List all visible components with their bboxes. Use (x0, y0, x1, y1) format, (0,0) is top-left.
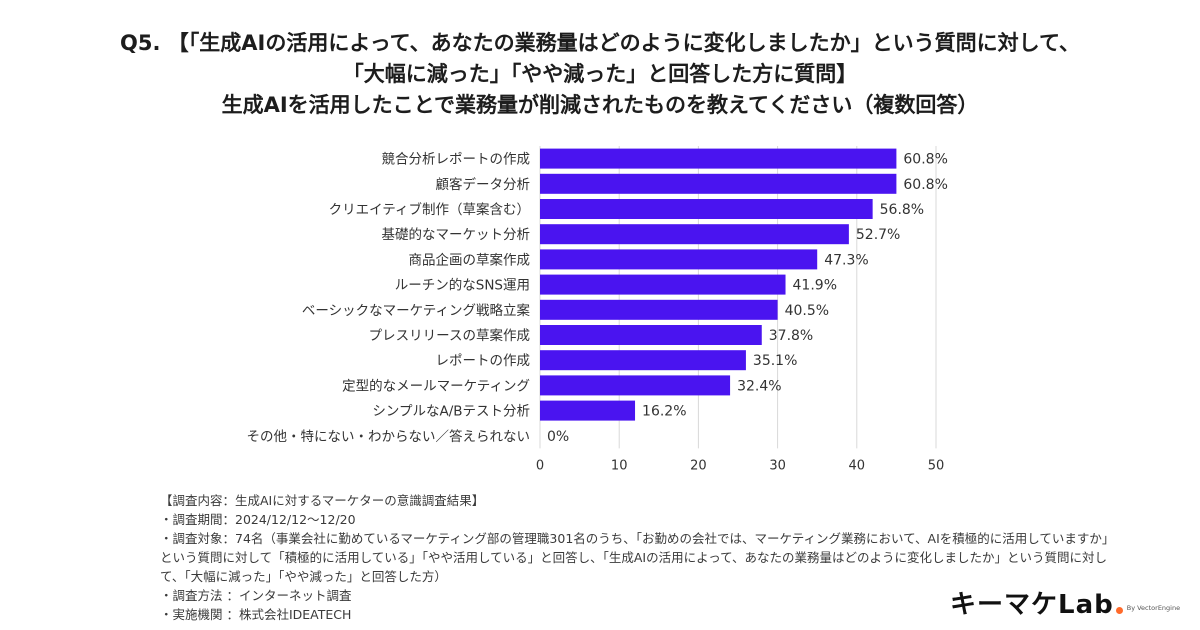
notes-line-content: 【調査内容：生成AIに対するマーケターの意識調査結果】 (160, 493, 485, 508)
notes-line-period: ・調査期間：2024/12/12〜12/20 (160, 512, 356, 527)
bar-4 (540, 249, 818, 270)
category-label-10: シンプルなA/Bテスト分析 (372, 404, 530, 420)
category-label-3: 基礎的なマーケット分析 (382, 226, 531, 243)
value-label-7: 37.8% (769, 328, 813, 344)
bar-2 (540, 199, 873, 219)
value-label-11: 0% (547, 429, 569, 445)
bar-6 (540, 299, 778, 320)
title-line-1: Q5. 【「生成AIの活用によって、あなたの業務量はどのように変化しましたか」と… (120, 31, 1080, 55)
category-label-6: ベーシックなマーケティング戦略立案 (302, 302, 531, 319)
category-label-11: その他・特にない・わからない／答えられない (247, 428, 531, 445)
value-label-5: 41.9% (793, 278, 837, 294)
logo-sub-text: By VectorEngine (1126, 604, 1181, 612)
chart-title: Q5. 【「生成AIの活用によって、あなたの業務量はどのように変化しましたか」と… (40, 28, 1160, 121)
notes-line-org: ・実施機関 ：株式会社IDEATECH (160, 607, 352, 622)
bar-5 (540, 274, 786, 295)
x-tick-label-4: 40 (849, 458, 866, 473)
x-tick-label-0: 0 (536, 458, 544, 473)
category-label-2: クリエイティブ制作（草案含む） (329, 201, 530, 218)
bar-3 (540, 224, 849, 245)
value-label-9: 32.4% (737, 378, 781, 394)
category-label-9: 定型的なメールマーケティング (342, 378, 530, 394)
value-label-1: 60.8% (903, 177, 947, 193)
bar-10 (540, 400, 636, 421)
value-label-0: 60.8% (903, 152, 947, 168)
value-label-6: 40.5% (785, 303, 829, 319)
category-label-8: レポートの作成 (436, 353, 531, 369)
category-label-5: ルーチン的なSNS運用 (395, 278, 530, 294)
bar-0 (540, 148, 897, 169)
category-label-0: 競合分析レポートの作成 (382, 152, 531, 168)
logo-dot-icon (1115, 607, 1123, 614)
value-label-2: 56.8% (880, 202, 924, 218)
value-label-4: 47.3% (824, 252, 868, 268)
value-label-3: 52.7% (856, 227, 900, 243)
category-label-7: プレスリリースの草案作成 (369, 327, 530, 344)
category-label-1: 顧客データ分析 (436, 176, 531, 193)
bar-chart: 0 10 20 30 40 50 競合分析レポートの作成 60.8% 顧客データ分析 60.8% ク… (247, 146, 948, 473)
bar-1 (540, 173, 897, 194)
bar-7 (540, 325, 762, 345)
title-line-2: 「大幅に減った」「やや減った」と回答した方に質問】 (342, 62, 858, 86)
title-line-3: 生成AIを活用したことで業務量が削減されたものを教えてください（複数回答） (221, 93, 979, 117)
value-label-8: 35.1% (753, 353, 797, 369)
notes-line-target: ・調査対象：74名（事業会社に勤めているマーケティング部の管理職301名のうち、… (160, 531, 1115, 584)
bar-9 (540, 375, 731, 396)
x-tick-label-5: 50 (928, 458, 945, 473)
logo-text: キーマケLab (950, 590, 1114, 620)
x-tick-label-2: 20 (690, 458, 707, 473)
notes-line-method: ・調査方法 ：インターネット調査 (160, 588, 352, 603)
value-label-10: 16.2% (642, 404, 686, 420)
category-label-4: 商品企画の草案作成 (409, 251, 531, 268)
survey-notes: 【調査内容：生成AIに対するマーケターの意識調査結果】 ・調査期間：2024/1… (160, 491, 1120, 624)
x-tick-label-1: 10 (611, 458, 628, 473)
x-tick-label-3: 30 (769, 458, 786, 473)
brand-logo: キーマケLab By VectorEngine (950, 586, 1190, 620)
bar-8 (540, 350, 746, 371)
